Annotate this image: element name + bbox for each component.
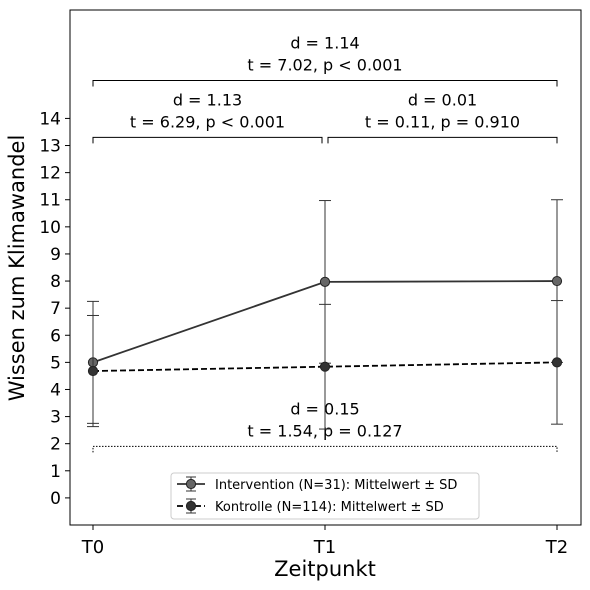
y-tick-label: 11: [39, 191, 61, 211]
y-tick-label: 0: [50, 489, 61, 509]
y-tick-label: 13: [39, 137, 61, 157]
y-tick-label: 1: [50, 462, 61, 482]
x-tick-label: T2: [545, 537, 568, 558]
x-axis: T0 T1 T2: [81, 525, 568, 558]
y-tick-label: 12: [39, 164, 61, 184]
y-tick-label: 2: [50, 435, 61, 455]
legend-marker-intervention: [185, 478, 197, 490]
annotation-t0_t1-effect: d = 1.13: [173, 90, 242, 109]
point-kontrolle: [87, 365, 99, 377]
point-intervention: [319, 276, 331, 287]
point-kontrolle: [551, 357, 563, 368]
series-line-kontrolle: [92, 361, 558, 372]
y-tick-label: 10: [39, 218, 61, 238]
legend-label-intervention: Intervention (N=31): Mittelwert ± SD: [215, 478, 457, 493]
legend-marker-kontrolle: [185, 500, 197, 512]
bracket-t1_t2: [327, 136, 558, 144]
y-tick-label: 3: [50, 408, 61, 428]
annotation-t1_t2-test: t = 0.11, p = 0.910: [365, 112, 520, 131]
y-tick-label: 8: [50, 272, 61, 292]
legend-box: [170, 472, 480, 520]
y-tick-label: 6: [50, 326, 61, 346]
y-tick-label: 7: [50, 299, 61, 319]
annotation-ctrl-test: t = 1.54, p = 0.127: [247, 421, 402, 440]
series-layer: [87, 199, 563, 430]
x-axis-label: Zeitpunkt: [274, 557, 376, 581]
x-tick-label: T1: [313, 537, 336, 558]
y-axis-label: Wissen zum Klimawandel: [5, 135, 29, 402]
annotation-t0_t2-effect: d = 1.14: [290, 33, 359, 52]
point-intervention: [551, 275, 563, 287]
legend: Intervention (N=31): Mittelwert ± SD Kont…: [170, 472, 480, 520]
bracket-ctrl: [92, 445, 558, 453]
annotation-layer: d = 1.14 t = 7.02, p < 0.001 d = 1.13 t = 6…: [92, 33, 558, 453]
y-tick-label: 14: [39, 109, 61, 129]
bracket-t0_t2: [92, 79, 558, 87]
legend-label-kontrolle: Kontrolle (N=114): Mittelwert ± SD: [215, 500, 444, 515]
bracket-t0_t1: [92, 136, 323, 144]
y-tick-label: 5: [50, 353, 61, 373]
annotation-t0_t2-test: t = 7.02, p < 0.001: [247, 55, 402, 74]
annotation-t1_t2-effect: d = 0.01: [408, 90, 477, 109]
x-tick-label: T0: [81, 537, 104, 558]
annotation-t0_t1-test: t = 6.29, p < 0.001: [130, 112, 285, 131]
point-kontrolle: [319, 361, 331, 372]
y-tick-label: 4: [50, 380, 61, 400]
y-tick-label: 9: [50, 245, 61, 265]
